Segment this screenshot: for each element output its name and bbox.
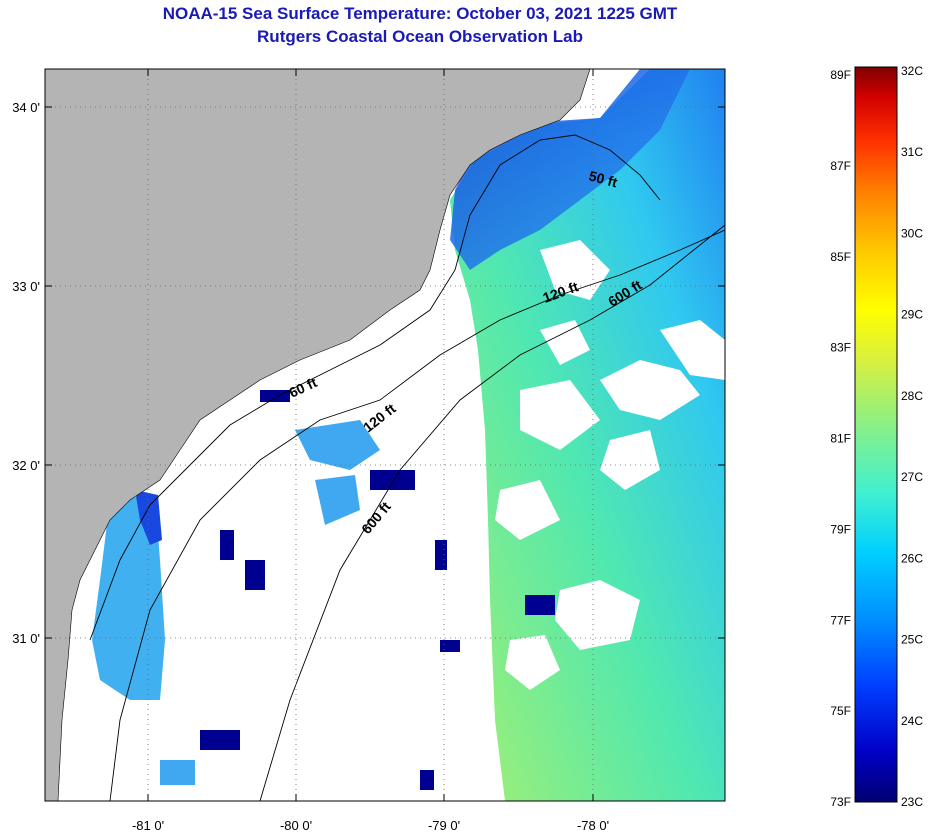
cloud-patches [495,240,725,690]
lon-label-78: -78 0' [577,818,609,832]
colorbar-c-label: 30C [901,226,923,240]
colorbar-c-label: 32C [901,64,923,78]
colorbar-c-label: 26C [901,551,923,565]
colorbar-c-label: 25C [901,633,923,647]
lon-label-81: -81 0' [132,818,164,832]
colorbar-f-label: 85F [830,250,851,264]
colorbar-f-label: 77F [830,613,851,627]
colorbar-f-label: 73F [830,795,851,809]
map-frame [44,68,726,802]
colorbar-f-label: 83F [830,341,851,355]
axis-ticks [45,69,725,801]
lat-label-33: 33 0' [12,279,40,294]
colorbar-fahrenheit-labels: 89F 87F 85F 83F 81F 79F 77F 75F 73F [830,68,851,809]
lon-label-80: -80 0' [280,818,312,832]
map-subtitle: Rutgers Coastal Ocean Observation Lab [257,27,583,46]
colorbar-f-label: 87F [830,159,851,173]
lon-label-79: -79 0' [428,818,460,832]
depth-contours [89,134,725,801]
lat-label-32: 32 0' [12,458,40,473]
colorbar-celsius-labels: 32C 31C 30C 29C 28C 27C 26C 25C 24C 23C [901,64,923,809]
lat-label-34: 34 0' [12,100,40,115]
colorbar-c-label: 28C [901,389,923,403]
map-title: NOAA-15 Sea Surface Temperature: October… [162,4,678,23]
lat-label-31: 31 0' [12,631,40,646]
colorbar-c-label: 23C [901,795,923,809]
southern-cold-edge [135,490,162,545]
nearshore-cool-water [450,69,690,270]
mid-shelf-patches [160,420,380,785]
plot-area: 50 ft 120 ft 600 ft 60 ft 120 ft 600 ft [45,69,725,801]
colorbar-f-label: 79F [830,522,851,536]
colorbar-f-label: 89F [830,68,851,82]
land-mass [45,69,591,801]
colorbar-c-label: 31C [901,145,923,159]
colorbar-f-label: 81F [830,432,851,446]
graticule [45,69,725,801]
colorbar-c-label: 29C [901,308,923,322]
colorbar-f-label: 75F [830,704,851,718]
colorbar [854,66,898,803]
offshore-sst-field [450,69,725,801]
contour-label-50ft: 50 ft [587,167,619,190]
colorbar-c-label: 27C [901,470,923,484]
southern-nearshore-water [92,495,165,700]
colorbar-c-label: 24C [901,714,923,728]
